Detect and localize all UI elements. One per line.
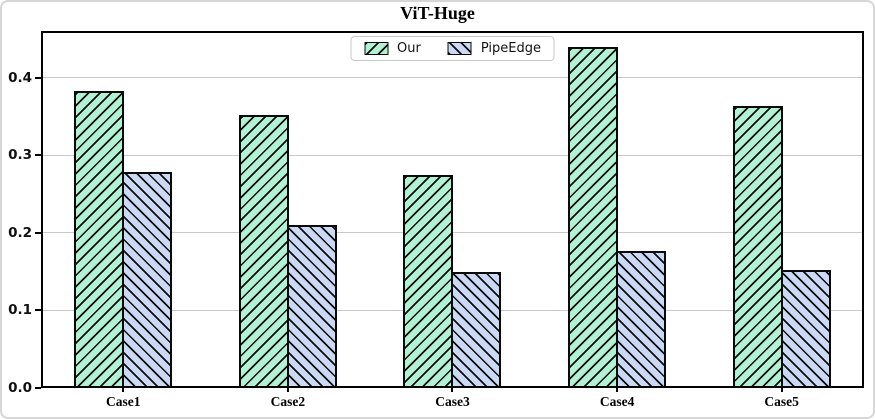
bar-group-case3 — [370, 31, 535, 388]
bar-our-case3 — [403, 175, 454, 388]
legend-swatch-pipeedge — [447, 42, 472, 55]
y-tick-label: 0.4 — [8, 69, 32, 86]
y-tick-label: 0.0 — [8, 380, 32, 396]
x-cell: Case2 — [206, 388, 371, 410]
legend-label: Our — [397, 41, 421, 56]
gridline — [41, 76, 864, 79]
x-cell: Case5 — [699, 388, 864, 410]
x-axis: Case1 Case2 Case3 Case4 Case5 — [41, 388, 864, 410]
chart-title: ViT-Huge — [400, 3, 475, 23]
bar-group-case5 — [699, 31, 864, 388]
x-tick-label: Case5 — [764, 394, 799, 409]
y-tick-label: 0.2 — [8, 224, 32, 241]
bar-pipeedge-case5 — [780, 270, 831, 388]
x-tick — [616, 388, 619, 392]
bar-pipeedge-case1 — [122, 171, 173, 388]
legend-swatch-our — [364, 42, 389, 55]
y-tick — [35, 309, 41, 312]
bar-our-case4 — [568, 46, 619, 388]
x-tick-label: Case2 — [270, 394, 306, 409]
bar-pipeedge-case3 — [451, 272, 502, 388]
y-tick — [35, 387, 41, 389]
legend-label: PipeEdge — [480, 41, 541, 56]
y-tick — [35, 154, 41, 157]
bar-groups — [41, 31, 864, 388]
bar-group-case4 — [535, 31, 700, 388]
bar-group-case2 — [206, 31, 371, 388]
bar-our-case5 — [732, 106, 783, 388]
x-tick-label: Case1 — [106, 394, 141, 409]
x-cell: Case1 — [41, 388, 206, 410]
y-axis: 0.0 0.1 0.2 0.3 0.4 — [2, 31, 41, 396]
bar-group-case1 — [41, 31, 206, 388]
x-tick — [780, 388, 783, 392]
x-tick — [286, 388, 289, 392]
y-tick-label: 0.1 — [8, 302, 32, 319]
x-tick-label: Case3 — [435, 394, 470, 409]
bar-pipeedge-case2 — [286, 225, 337, 388]
bar-our-case1 — [74, 90, 125, 388]
x-tick — [122, 388, 125, 392]
bar-pipeedge-case4 — [616, 251, 667, 388]
legend-entry-our: Our — [364, 41, 421, 56]
x-tick-label: Case4 — [599, 394, 635, 409]
y-tick-label: 0.3 — [8, 147, 32, 164]
x-cell: Case4 — [535, 388, 700, 410]
y-tick — [35, 231, 41, 234]
x-tick — [451, 388, 454, 392]
x-cell: Case3 — [370, 388, 535, 410]
y-tick — [35, 76, 41, 79]
legend: Our PipeEdge — [350, 36, 555, 61]
bar-our-case2 — [238, 114, 289, 388]
plot-area: Our PipeEdge — [41, 31, 864, 388]
legend-entry-pipeedge: PipeEdge — [447, 41, 541, 56]
gridline — [41, 154, 864, 156]
